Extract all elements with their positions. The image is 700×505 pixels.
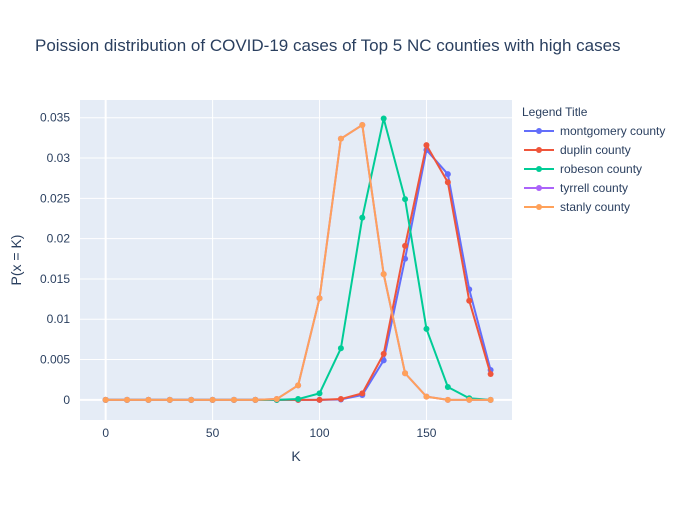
x-tick-label: 100: [310, 426, 330, 440]
y-tick-label: 0: [63, 393, 70, 407]
data-point[interactable]: [252, 396, 259, 403]
x-tick-label: 50: [206, 426, 220, 440]
legend-swatch-marker: [536, 128, 542, 134]
data-point[interactable]: [230, 396, 237, 403]
data-point[interactable]: [423, 325, 430, 332]
y-tick-label: 0.005: [40, 353, 70, 367]
data-point[interactable]: [380, 350, 387, 357]
x-axis-ticks: 0 50 100 150: [102, 426, 436, 440]
data-point[interactable]: [402, 196, 409, 203]
data-point[interactable]: [402, 242, 409, 249]
data-point[interactable]: [402, 370, 409, 377]
series-stanly-county: [102, 121, 494, 403]
data-point[interactable]: [273, 396, 280, 403]
legend-title: Legend Title: [522, 105, 588, 119]
data-point[interactable]: [316, 390, 323, 397]
data-point[interactable]: [380, 271, 387, 278]
data-point[interactable]: [466, 297, 473, 304]
plot-area: [80, 100, 512, 420]
legend-item[interactable]: robeson county: [524, 162, 642, 176]
legend-label: tyrrell county: [560, 181, 628, 195]
legend-item[interactable]: stanly county: [524, 200, 630, 214]
y-tick-label: 0.025: [40, 191, 70, 205]
data-point[interactable]: [466, 396, 473, 403]
data-point[interactable]: [102, 396, 109, 403]
data-point[interactable]: [444, 396, 451, 403]
x-tick-label: 0: [102, 426, 109, 440]
data-point[interactable]: [188, 396, 195, 403]
data-point[interactable]: [487, 396, 494, 403]
legend-item[interactable]: tyrrell county: [524, 181, 628, 195]
legend-item[interactable]: duplin county: [524, 143, 631, 157]
legend-items: montgomery county duplin county robeson co…: [524, 124, 665, 214]
y-tick-label: 0.01: [47, 312, 71, 326]
data-point[interactable]: [316, 295, 323, 302]
legend-label: robeson county: [560, 162, 642, 176]
data-point[interactable]: [337, 135, 344, 142]
y-tick-label: 0.02: [47, 232, 71, 246]
y-tick-label: 0.015: [40, 272, 70, 286]
y-axis-ticks: 0 0.005 0.01 0.015 0.02 0.025 0.03 0.035: [40, 111, 70, 407]
data-point[interactable]: [124, 396, 131, 403]
data-point[interactable]: [423, 393, 430, 400]
data-point[interactable]: [295, 382, 302, 389]
legend-label: montgomery county: [560, 124, 665, 138]
legend-swatch-marker: [536, 147, 542, 153]
y-axis-label: P(x = K): [8, 235, 24, 286]
data-point[interactable]: [444, 179, 451, 186]
legend-swatch-marker: [536, 204, 542, 210]
data-point[interactable]: [487, 371, 494, 378]
data-point[interactable]: [337, 396, 344, 403]
data-point[interactable]: [380, 357, 387, 364]
x-tick-label: 150: [416, 426, 436, 440]
data-point[interactable]: [316, 396, 323, 403]
x-axis-label: K: [291, 448, 301, 464]
data-point[interactable]: [444, 383, 451, 390]
data-point[interactable]: [337, 345, 344, 352]
series-layer: [102, 115, 494, 403]
legend-label: stanly county: [560, 200, 630, 214]
legend-swatch-marker: [536, 166, 542, 172]
legend-item[interactable]: montgomery county: [524, 124, 665, 138]
data-point[interactable]: [145, 396, 152, 403]
data-point[interactable]: [359, 214, 366, 221]
data-point[interactable]: [295, 396, 302, 403]
data-point[interactable]: [380, 115, 387, 122]
data-point[interactable]: [166, 396, 173, 403]
chart-title: Poission distribution of COVID-19 cases …: [35, 36, 621, 55]
legend: Legend Title montgomery county duplin cou…: [522, 105, 665, 214]
data-point[interactable]: [209, 396, 216, 403]
data-point[interactable]: [359, 121, 366, 128]
y-tick-label: 0.035: [40, 111, 70, 125]
data-point[interactable]: [359, 390, 366, 397]
data-point[interactable]: [444, 171, 451, 178]
data-point[interactable]: [423, 142, 430, 149]
legend-swatch-marker: [536, 185, 542, 191]
y-tick-label: 0.03: [47, 151, 71, 165]
legend-label: duplin county: [560, 143, 631, 157]
